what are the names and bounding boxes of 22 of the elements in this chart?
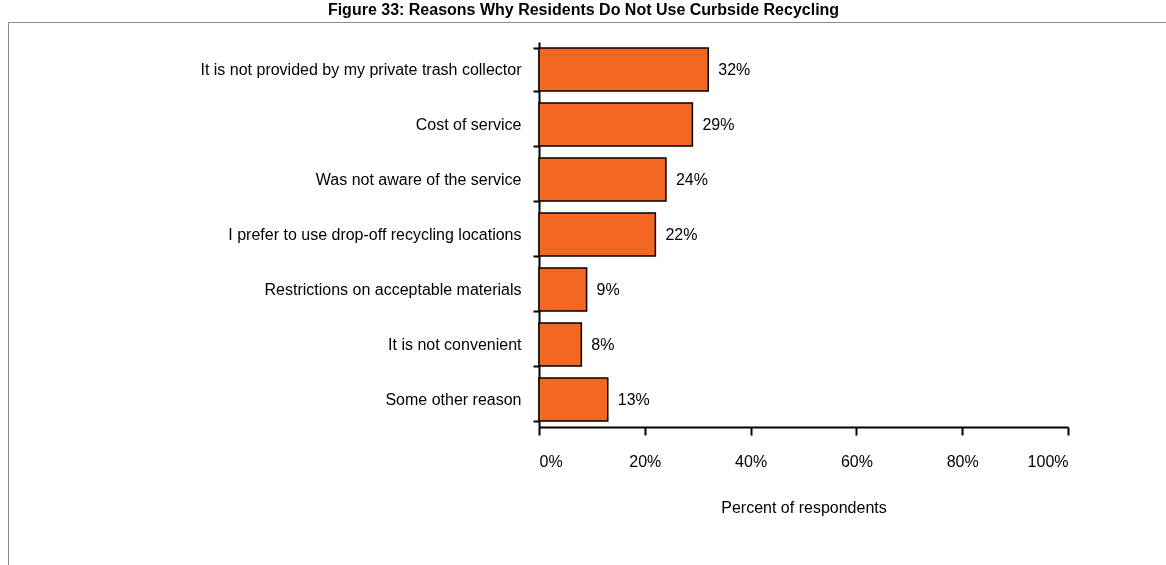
- data-label: 29%: [702, 115, 735, 133]
- data-label: 9%: [596, 280, 620, 298]
- y-tick-label: Restrictions on acceptable materials: [264, 281, 522, 298]
- data-label: 22%: [665, 225, 698, 243]
- x-axis-title: Percent of respondents: [721, 498, 887, 516]
- data-label: 8%: [591, 335, 615, 353]
- x-tick-label: 80%: [946, 452, 979, 470]
- y-tick-label: Was not aware of the service: [315, 171, 522, 188]
- y-tick-label: Some other reason: [385, 391, 522, 408]
- x-tick-label: 20%: [629, 452, 662, 470]
- data-label: 32%: [718, 60, 751, 78]
- x-tick-label: 60%: [840, 452, 873, 470]
- data-label: 13%: [617, 390, 650, 408]
- y-tick-label: Cost of service: [415, 116, 522, 133]
- y-tick-label: I prefer to use drop-off recycling locations: [228, 226, 522, 243]
- y-tick-label: It is not provided by my private trash collector: [200, 61, 523, 78]
- x-tick-label: 40%: [735, 452, 768, 470]
- data-label: 24%: [675, 170, 708, 188]
- x-tick-label: 0%: [539, 452, 563, 470]
- x-tick-label: 100%: [1027, 452, 1069, 470]
- chart-title: Figure 33: Reasons Why Residents Do Not Use Curbside Recycling: [327, 1, 840, 18]
- y-tick-label: It is not convenient: [388, 336, 523, 353]
